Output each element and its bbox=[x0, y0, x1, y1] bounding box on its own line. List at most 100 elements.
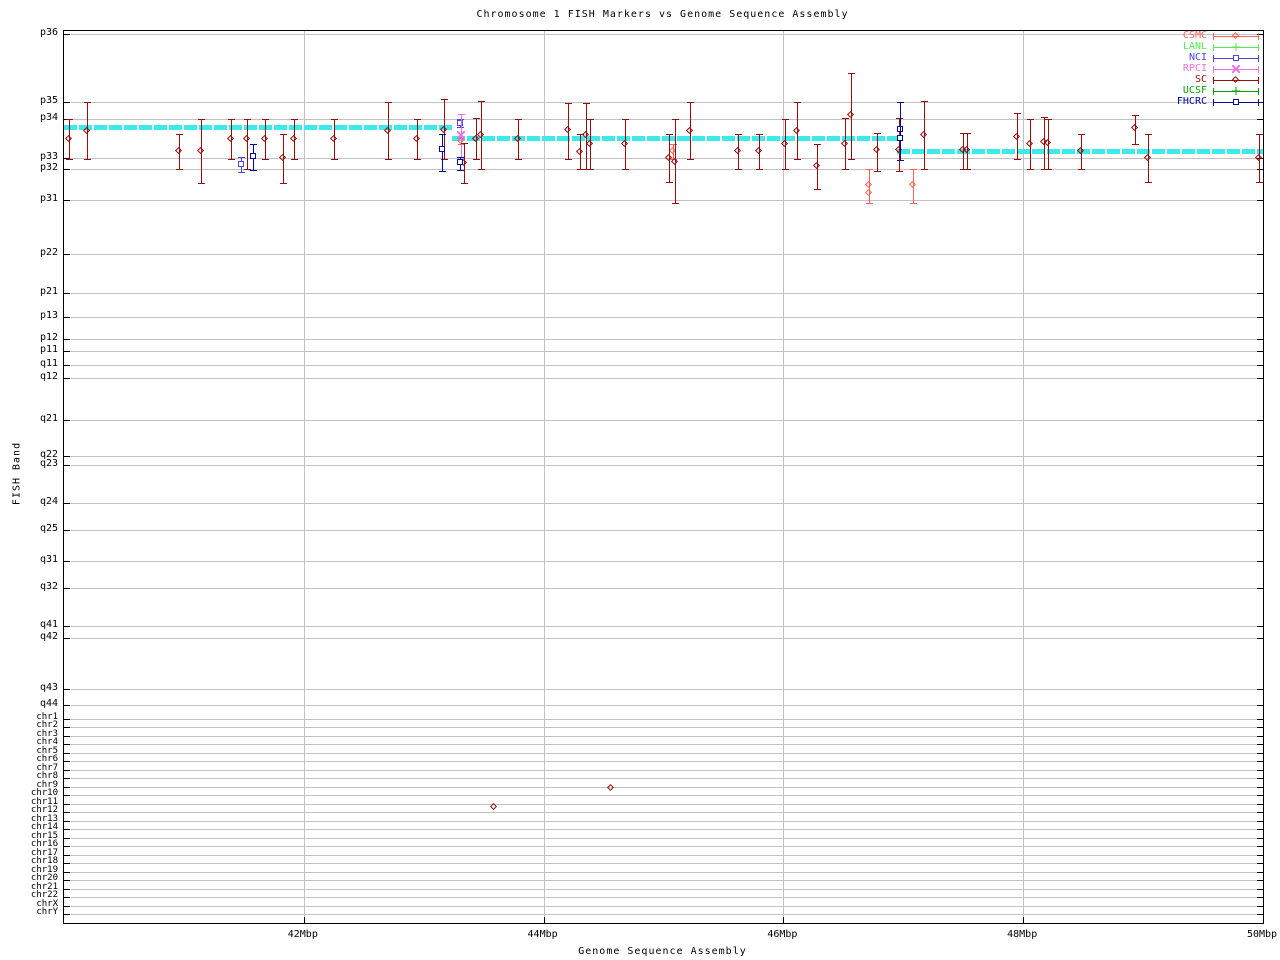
marker-diamond bbox=[1255, 153, 1263, 162]
y-tick-label: q12 bbox=[39, 371, 58, 382]
y-tick-label: chr9 bbox=[36, 780, 58, 790]
marker-diamond bbox=[792, 126, 800, 135]
y-tick-left bbox=[64, 200, 70, 201]
errorbar-cap-bottom bbox=[622, 169, 630, 170]
y-tick-label: q31 bbox=[39, 554, 58, 565]
y-gridline bbox=[64, 293, 1263, 294]
errorbar-line bbox=[590, 119, 592, 169]
errorbar-cap-top bbox=[1131, 115, 1139, 116]
legend-cap-left bbox=[1213, 55, 1214, 62]
errorbar-cap-bottom bbox=[895, 171, 903, 172]
y-tick-label: q23 bbox=[39, 458, 58, 469]
errorbar-cap-top bbox=[895, 118, 903, 119]
marker-diamond bbox=[412, 134, 420, 143]
y-gridline bbox=[64, 456, 1263, 457]
marker-square bbox=[456, 120, 463, 126]
y-tick-label: chr12 bbox=[30, 805, 58, 815]
y-tick-right bbox=[1257, 804, 1263, 805]
errorbar-cap-bottom bbox=[83, 159, 91, 160]
errorbar-cap-bottom bbox=[1256, 182, 1264, 183]
errorbar-line bbox=[899, 102, 901, 160]
errorbar-cap-bottom bbox=[896, 160, 904, 161]
errorbar-cap-bottom bbox=[441, 159, 449, 160]
marker-diamond bbox=[780, 139, 788, 148]
marker-diamond bbox=[908, 180, 916, 189]
y-tick-label: chr8 bbox=[36, 771, 58, 781]
errorbar-cap-top bbox=[865, 169, 873, 170]
errorbar-cap-top bbox=[841, 118, 849, 119]
y-tick-label: chr20 bbox=[30, 873, 58, 883]
y-tick-right bbox=[1257, 872, 1263, 873]
legend-cap-right bbox=[1258, 99, 1259, 106]
y-gridline bbox=[64, 744, 1263, 745]
errorbar-cap-top bbox=[960, 133, 968, 134]
errorbar-cap-top bbox=[413, 119, 421, 120]
errorbar-cap-top bbox=[672, 119, 680, 120]
y-gridline bbox=[64, 787, 1263, 788]
y-tick-right bbox=[1257, 736, 1263, 737]
y-tick-right bbox=[1257, 588, 1263, 589]
marker-diamond bbox=[1143, 153, 1151, 162]
marker-diamond bbox=[755, 146, 763, 155]
y-tick-right bbox=[1257, 689, 1263, 690]
errorbar-cap-bottom bbox=[963, 169, 971, 170]
errorbar-cap-bottom bbox=[456, 127, 464, 128]
y-tick-left bbox=[64, 705, 70, 706]
legend-label-nci: NCI bbox=[1188, 52, 1207, 63]
legend-cap-left bbox=[1213, 77, 1214, 84]
y-gridline bbox=[64, 778, 1263, 779]
marker-diamond bbox=[872, 145, 880, 154]
errorbar-cap-bottom bbox=[781, 169, 789, 170]
y-tick-label: chr13 bbox=[30, 814, 58, 824]
marker-diamond bbox=[1044, 138, 1052, 147]
errorbar-cap-bottom bbox=[756, 169, 764, 170]
y-tick-left bbox=[64, 317, 70, 318]
errorbar-cap-top bbox=[622, 119, 630, 120]
y-tick-left bbox=[64, 897, 70, 898]
marker-diamond bbox=[329, 134, 337, 143]
errorbar-line bbox=[669, 134, 671, 182]
y-gridline bbox=[64, 465, 1263, 466]
legend-label-lanl: LANL bbox=[1182, 41, 1207, 52]
y-tick-left bbox=[64, 880, 70, 881]
y-tick-label: p31 bbox=[39, 193, 58, 204]
errorbar-cap-bottom bbox=[576, 169, 584, 170]
y-tick-left bbox=[64, 753, 70, 754]
assembly-band-segment bbox=[64, 125, 453, 130]
y-tick-left bbox=[64, 102, 70, 103]
y-tick-right bbox=[1257, 846, 1263, 847]
marker-diamond bbox=[919, 130, 927, 139]
x-tick bbox=[1263, 917, 1264, 923]
errorbar-line bbox=[481, 101, 483, 169]
y-tick-left bbox=[64, 339, 70, 340]
y-tick-right bbox=[1257, 787, 1263, 788]
errorbar-line bbox=[441, 134, 443, 171]
y-tick-right bbox=[1257, 530, 1263, 531]
x-axis-title: Genome Sequence Assembly bbox=[578, 946, 747, 957]
errorbar-line bbox=[1147, 134, 1149, 182]
y-tick-left bbox=[64, 169, 70, 170]
errorbar-line bbox=[963, 133, 965, 169]
y-tick-left bbox=[64, 855, 70, 856]
y-tick-label: p22 bbox=[39, 247, 58, 258]
y-tick-left bbox=[64, 761, 70, 762]
x-gridline bbox=[783, 31, 785, 923]
y-gridline bbox=[64, 378, 1263, 379]
y-tick-label: chr11 bbox=[30, 797, 58, 807]
y-gridline bbox=[64, 829, 1263, 830]
errorbar-cap-bottom bbox=[238, 172, 246, 173]
marker-diamond bbox=[175, 146, 183, 155]
errorbar-line bbox=[868, 169, 870, 203]
y-tick-left bbox=[64, 561, 70, 562]
legend-cap-left bbox=[1213, 33, 1214, 40]
y-tick-left bbox=[64, 736, 70, 737]
errorbar-line bbox=[675, 119, 677, 203]
y-tick-label: chr19 bbox=[30, 865, 58, 875]
errorbar-line bbox=[1080, 134, 1082, 169]
errorbar-cap-top bbox=[1144, 134, 1152, 135]
y-tick-right bbox=[1257, 863, 1263, 864]
errorbar-cap-bottom bbox=[666, 182, 674, 183]
errorbar-line bbox=[333, 119, 335, 159]
y-gridline bbox=[64, 705, 1263, 706]
